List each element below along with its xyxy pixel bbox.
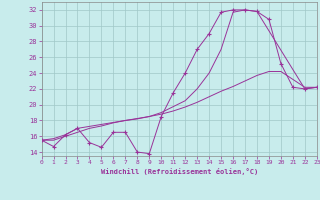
X-axis label: Windchill (Refroidissement éolien,°C): Windchill (Refroidissement éolien,°C): [100, 168, 258, 175]
